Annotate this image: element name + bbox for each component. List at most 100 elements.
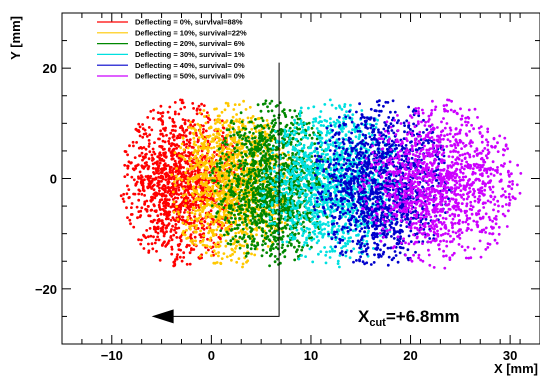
data-point <box>182 256 186 259</box>
data-point <box>298 111 302 115</box>
data-point <box>167 239 171 243</box>
data-point <box>158 189 161 193</box>
data-point <box>179 208 183 211</box>
data-point <box>180 124 184 128</box>
data-point <box>227 128 231 132</box>
data-point <box>199 172 203 176</box>
data-point <box>197 193 201 197</box>
data-point <box>211 197 215 201</box>
data-point <box>150 159 154 162</box>
data-point <box>192 136 196 140</box>
data-point <box>141 127 145 131</box>
data-point <box>132 192 136 196</box>
data-point <box>246 185 250 189</box>
data-point <box>237 194 241 197</box>
data-point <box>258 162 262 166</box>
data-point <box>215 107 218 111</box>
data-point <box>164 188 167 192</box>
data-point <box>160 119 163 122</box>
data-point <box>268 162 272 165</box>
data-point <box>222 147 226 151</box>
data-point <box>267 238 271 242</box>
data-point <box>224 120 228 124</box>
data-point <box>228 185 231 189</box>
data-point <box>254 130 258 134</box>
data-point <box>158 208 162 211</box>
data-point <box>227 189 231 193</box>
data-point <box>286 133 290 136</box>
data-point <box>260 234 264 238</box>
data-point <box>282 156 285 160</box>
data-point <box>245 139 249 143</box>
data-point <box>245 260 248 264</box>
data-point <box>276 242 279 246</box>
data-point <box>243 164 247 168</box>
data-point <box>221 134 224 138</box>
data-point <box>282 152 286 156</box>
data-point <box>266 176 269 180</box>
data-point <box>281 250 285 254</box>
data-point <box>160 179 163 183</box>
data-point <box>203 220 207 223</box>
data-point <box>192 146 195 149</box>
data-point <box>256 199 260 203</box>
data-point <box>251 158 255 162</box>
data-point <box>139 146 143 149</box>
data-point <box>244 136 248 140</box>
data-point <box>185 142 189 146</box>
data-point <box>162 234 166 238</box>
data-point <box>186 146 190 150</box>
data-point <box>242 251 246 255</box>
data-point <box>232 164 235 168</box>
data-point <box>208 156 212 159</box>
data-point <box>162 204 166 208</box>
data-point <box>240 170 244 173</box>
data-point <box>269 169 273 173</box>
data-point <box>221 215 225 219</box>
data-point <box>169 131 173 135</box>
data-point <box>259 183 262 186</box>
data-point <box>169 235 173 238</box>
data-point <box>328 98 332 102</box>
data-point <box>210 169 214 172</box>
data-point <box>325 203 329 207</box>
data-point <box>250 243 254 247</box>
data-point <box>234 247 237 250</box>
data-point <box>175 207 179 211</box>
data-point <box>141 187 145 190</box>
data-point <box>226 104 230 108</box>
data-point <box>248 130 252 134</box>
data-point <box>143 161 147 165</box>
data-point <box>253 247 257 251</box>
data-point <box>241 146 244 150</box>
data-point <box>261 230 265 234</box>
data-point <box>345 110 348 113</box>
data-point <box>210 200 214 204</box>
data-point <box>328 256 332 259</box>
data-point <box>240 231 244 235</box>
data-point <box>252 132 255 135</box>
data-point <box>161 225 165 229</box>
data-point <box>348 256 352 260</box>
data-point <box>208 160 211 163</box>
data-point <box>177 183 181 187</box>
data-point <box>237 197 241 200</box>
data-point <box>194 226 198 230</box>
data-point <box>218 178 222 181</box>
data-point <box>138 215 142 219</box>
data-point <box>125 192 129 196</box>
data-point <box>154 227 158 231</box>
data-point <box>168 147 171 151</box>
data-point <box>181 221 185 225</box>
data-point <box>186 215 190 219</box>
data-point <box>300 254 303 257</box>
data-point <box>349 103 352 107</box>
data-point <box>208 194 212 198</box>
data-point <box>157 179 160 183</box>
data-point <box>142 132 146 136</box>
data-point <box>198 197 202 201</box>
data-point <box>207 177 211 181</box>
data-point <box>177 186 181 189</box>
data-point <box>163 140 167 144</box>
data-point <box>269 187 272 191</box>
